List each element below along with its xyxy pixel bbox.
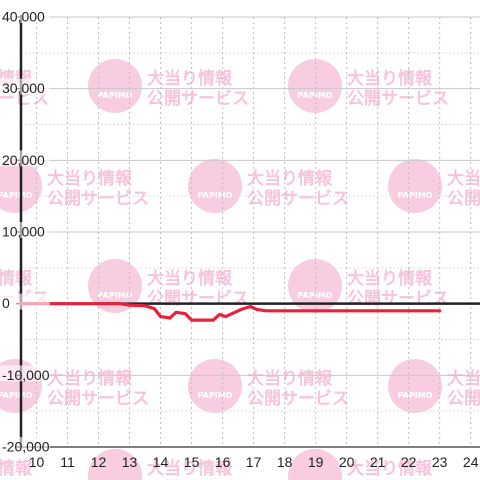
x-tick-label: 14 (153, 454, 169, 470)
watermark-line2: 公開サービス (447, 389, 480, 409)
watermark-logo-text: PAPIMO (398, 391, 433, 400)
watermark-logo (88, 59, 142, 113)
y-tick-label-bg (0, 7, 50, 23)
watermark-logo (188, 159, 242, 213)
watermark-logo (388, 159, 442, 213)
x-tick-label: 19 (308, 454, 324, 470)
watermark-layer: PAPIMO大当り情報公開サービスPAPIMO大当り情報公開サービスPAPIMO… (0, 59, 480, 480)
x-tick-label: 11 (60, 454, 75, 470)
y-tick-label: 0 (2, 295, 10, 311)
watermark-line2: 公開サービス (47, 189, 149, 209)
series-layer (19, 302, 442, 322)
watermark-logo-text: PAPIMO (0, 391, 33, 400)
watermark-logo-text: PAPIMO (0, 191, 33, 200)
watermark-line2: 公開サービス (347, 289, 449, 309)
x-tick-label: 20 (339, 454, 355, 470)
y-tick-label: 30,000 (2, 80, 45, 96)
watermark-line1: 大当り情報 (147, 458, 233, 479)
watermark-logo (188, 359, 242, 413)
y-tick-label-bg (0, 365, 50, 382)
x-tick-label: 12 (91, 454, 107, 470)
y-tick-label: 40,000 (2, 9, 45, 25)
y-tick-label-bg (0, 150, 50, 167)
watermark-line2: 公開サービス (347, 89, 449, 109)
watermark-logo (288, 259, 342, 313)
x-tick-label: 18 (277, 454, 293, 470)
watermark-logo (288, 449, 342, 480)
x-tick-label: 15 (184, 454, 200, 470)
watermark-line1: 大当り情報 (247, 168, 333, 189)
y-tick-label: 20,000 (2, 152, 45, 168)
x-tick-label: 16 (215, 454, 231, 470)
watermark-line2: 公開サービス (447, 189, 480, 209)
x-tick-label: 24 (463, 454, 479, 470)
watermark-line1: 大当り情報 (347, 458, 433, 479)
watermark-line1: 大当り情報 (47, 368, 133, 389)
watermark-line2: 公開サービス (47, 389, 149, 409)
series-line (19, 302, 442, 322)
watermark-line1: 大当り情報 (347, 68, 433, 89)
y-tick-label-bg (0, 222, 50, 238)
watermark-logo-text: PAPIMO (298, 91, 333, 100)
watermark-line1: 大当り情報 (0, 458, 33, 479)
watermark-logo (88, 259, 142, 313)
y-tick-label: -20,000 (2, 439, 50, 455)
watermark-logo-text: PAPIMO (198, 191, 233, 200)
x-tick-label: 13 (122, 454, 138, 470)
x-tick-label: 23 (432, 454, 448, 470)
watermark-logo-text: PAPIMO (98, 291, 133, 300)
y-tick-label: -10,000 (2, 367, 50, 383)
x-tick-label: 22 (401, 454, 417, 470)
watermark-line1: 大当り情報 (0, 268, 33, 289)
watermark-line2: 公開サービス (247, 189, 349, 209)
watermark-line2: 公開サービス (147, 89, 249, 109)
watermark-logo-text: PAPIMO (198, 391, 233, 400)
y-tick-label-bg (0, 78, 50, 95)
y-tick-label: 10,000 (2, 224, 45, 240)
watermark-line1: 大当り情報 (447, 168, 480, 189)
watermark-logo-text: PAPIMO (398, 191, 433, 200)
watermark-line1: 大当り情報 (247, 368, 333, 389)
watermark-logo-text: PAPIMO (298, 291, 333, 300)
watermark-line2: 公開サービス (247, 389, 349, 409)
watermark-line1: 大当り情報 (47, 168, 133, 189)
watermark-line1: 大当り情報 (447, 368, 480, 389)
watermark-line1: 大当り情報 (147, 268, 233, 289)
watermark-line1: 大当り情報 (347, 268, 433, 289)
watermark-logo (88, 449, 142, 480)
watermark-logo (388, 359, 442, 413)
y-tick-label-bg (0, 293, 50, 310)
x-tick-label: 17 (246, 454, 262, 470)
y-tick-label-bg (0, 437, 50, 453)
watermark-line1: 大当り情報 (147, 68, 233, 89)
watermark-line2: 公開サービス (147, 289, 249, 309)
x-tick-label: 21 (370, 454, 386, 470)
watermark-logo (288, 59, 342, 113)
watermark-logo-text: PAPIMO (98, 91, 133, 100)
x-tick-label: 10 (29, 454, 45, 470)
tick-label-layer: 40,00030,00020,00010,0000-10,000-20,0001… (0, 7, 479, 470)
